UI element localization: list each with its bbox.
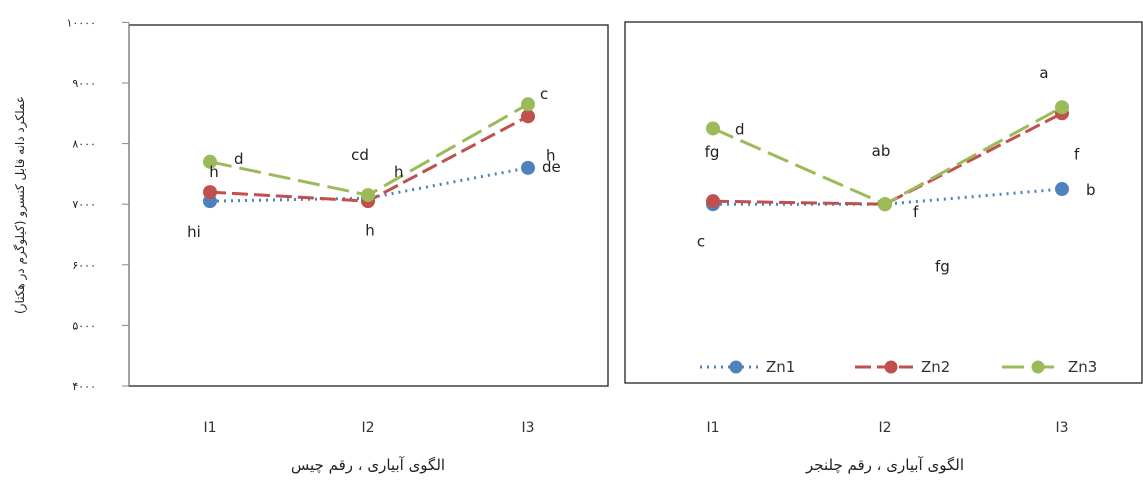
data-point-zn2 [706,194,720,209]
y-tick-label: ۱۰۰۰۰ [66,16,96,29]
y-tick-label: ۹۰۰۰ [72,77,96,90]
significance-letter: d [234,150,244,168]
y-tick-label: ۸۰۰۰ [72,138,96,151]
data-point-zn1 [521,160,535,175]
plot-area-2 [624,21,1143,384]
significance-letter: de [542,158,561,176]
significance-letter: hi [187,223,201,241]
legend-label-zn1: Zn1 [766,358,795,376]
significance-letter: h [546,147,556,165]
y-tick-label: ۶۰۰۰ [72,259,96,272]
y-axis-title: عملکرد دانه قابل کنسرو (کیلوگرم در هکتار… [13,96,28,314]
x-tick-label: I3 [521,420,534,436]
legend: Zn1 Zn2 Zn3 [700,358,1097,376]
legend-marker-zn3 [1031,360,1045,374]
data-point-zn3 [361,188,375,203]
x-tick-label: I2 [361,420,374,436]
significance-letter: a [1039,64,1048,82]
series-line-zn2-panel-2 [712,111,1063,206]
x-tick-labels: I1 I2 I3 I1 I2 I3 [203,420,1068,436]
data-point-zn1 [1055,182,1069,197]
significance-letter: f [1074,145,1080,163]
legend-label-zn2: Zn2 [921,358,950,376]
series-points [203,97,1069,212]
data-point-zn3 [706,121,720,136]
y-axis: ۴۰۰۰ ۵۰۰۰ ۶۰۰۰ ۷۰۰۰ ۸۰۰۰ ۹۰۰۰ ۱۰۰۰۰ [66,16,130,393]
panel-frames [128,21,1143,387]
significance-letter: h [209,163,219,181]
significance-letter: f [913,203,919,221]
data-point-zn2 [521,109,535,124]
x-axis-title-1: الگوی آبیاری ، رقم چیس [291,456,445,474]
significance-letter: h [365,221,375,239]
significance-letter: fg [935,257,950,275]
x-tick-label: I1 [203,420,216,436]
significance-letter: ab [872,142,891,160]
x-tick-label: I1 [706,420,719,436]
legend-marker-zn2 [884,360,898,374]
y-tick-label: ۴۰۰۰ [72,380,96,393]
significance-letter: d [735,120,745,138]
x-tick-label: I2 [878,420,891,436]
series-line-zn1-panel-1 [209,166,529,203]
data-point-zn3 [521,97,535,112]
data-point-zn3 [1055,100,1069,115]
series-line-zn3-panel-1 [209,102,529,197]
significance-letter: c [540,85,548,103]
x-tick-label: I3 [1055,420,1068,436]
significance-letter: fg [705,143,720,161]
x-axis-titles: الگوی آبیاری ، رقم چیس الگوی آبیاری ، رقم… [291,456,964,474]
y-tick-label: ۷۰۰۰ [72,198,96,211]
series-lines [209,102,1063,206]
data-point-zn2 [203,185,217,200]
data-point-zn3 [878,197,892,212]
significance-letter: h [394,163,404,181]
legend-label-zn3: Zn3 [1068,358,1097,376]
significance-letter: c [697,232,705,250]
significance-letter: b [1086,181,1096,199]
series-line-zn1-panel-2 [713,187,1063,206]
x-axis-title-2: الگوی آبیاری ، رقم چلنجر [805,456,964,474]
legend-marker-zn1 [729,360,743,374]
y-tick-label: ۵۰۰۰ [72,319,96,332]
significance-letter: cd [351,146,369,164]
data-point-zn3 [203,154,217,169]
